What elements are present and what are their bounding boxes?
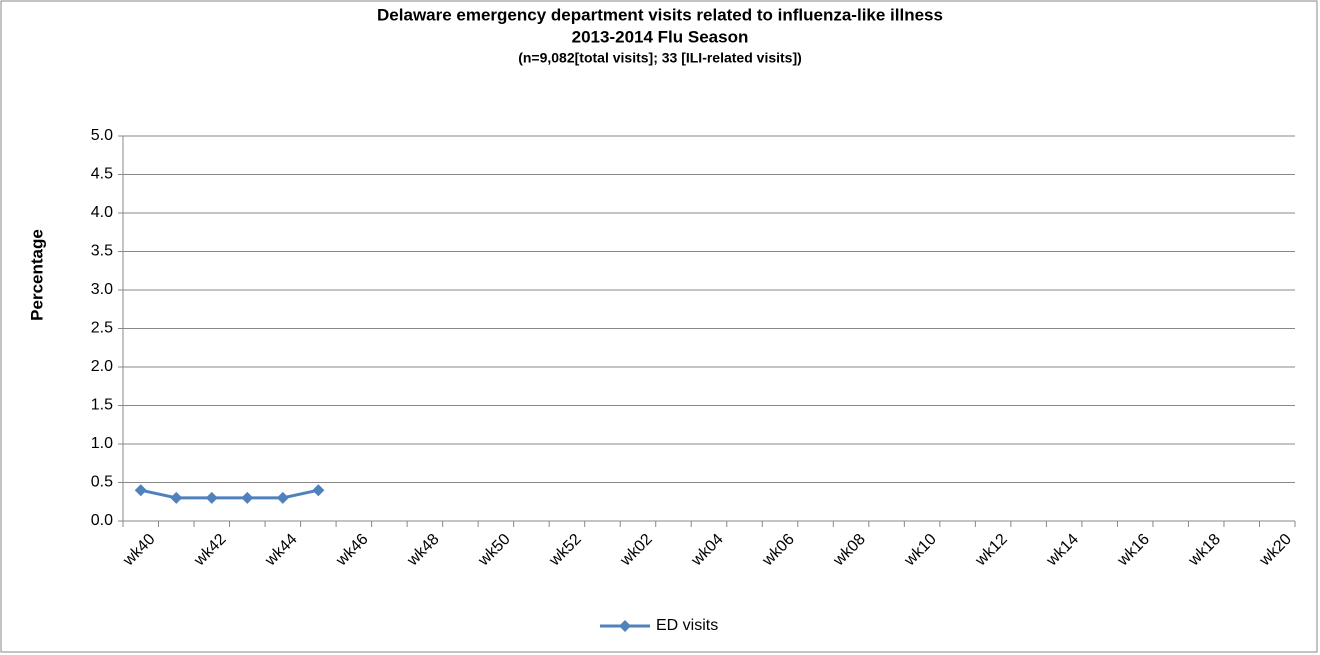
legend-marker <box>619 620 631 632</box>
y-tick-label: 4.0 <box>91 204 113 221</box>
data-point <box>276 491 289 504</box>
data-point <box>170 491 183 504</box>
data-point <box>205 491 218 504</box>
chart-subtitle: 2013-2014 Flu Season <box>572 27 749 46</box>
y-tick-label: 2.5 <box>91 320 113 337</box>
y-tick-label: 0.0 <box>91 512 113 529</box>
data-point <box>312 484 325 497</box>
y-tick-label: 1.5 <box>91 397 113 414</box>
y-tick-label: 3.5 <box>91 243 113 260</box>
y-tick-label: 5.0 <box>91 127 113 144</box>
y-tick-label: 3.0 <box>91 281 113 298</box>
y-axis-label: Percentage <box>27 229 46 321</box>
data-point <box>134 484 147 497</box>
y-tick-label: 1.0 <box>91 435 113 452</box>
data-point <box>241 491 254 504</box>
y-tick-label: 0.5 <box>91 474 113 491</box>
chart-annotation: (n=9,082[total visits]; 33 [ILI-related … <box>518 50 802 66</box>
chart-title: Delaware emergency department visits rel… <box>377 5 943 24</box>
y-tick-label: 4.5 <box>91 166 113 183</box>
legend-label: ED visits <box>656 617 718 634</box>
series-line <box>140 488 319 500</box>
y-tick-label: 2.0 <box>91 358 113 375</box>
